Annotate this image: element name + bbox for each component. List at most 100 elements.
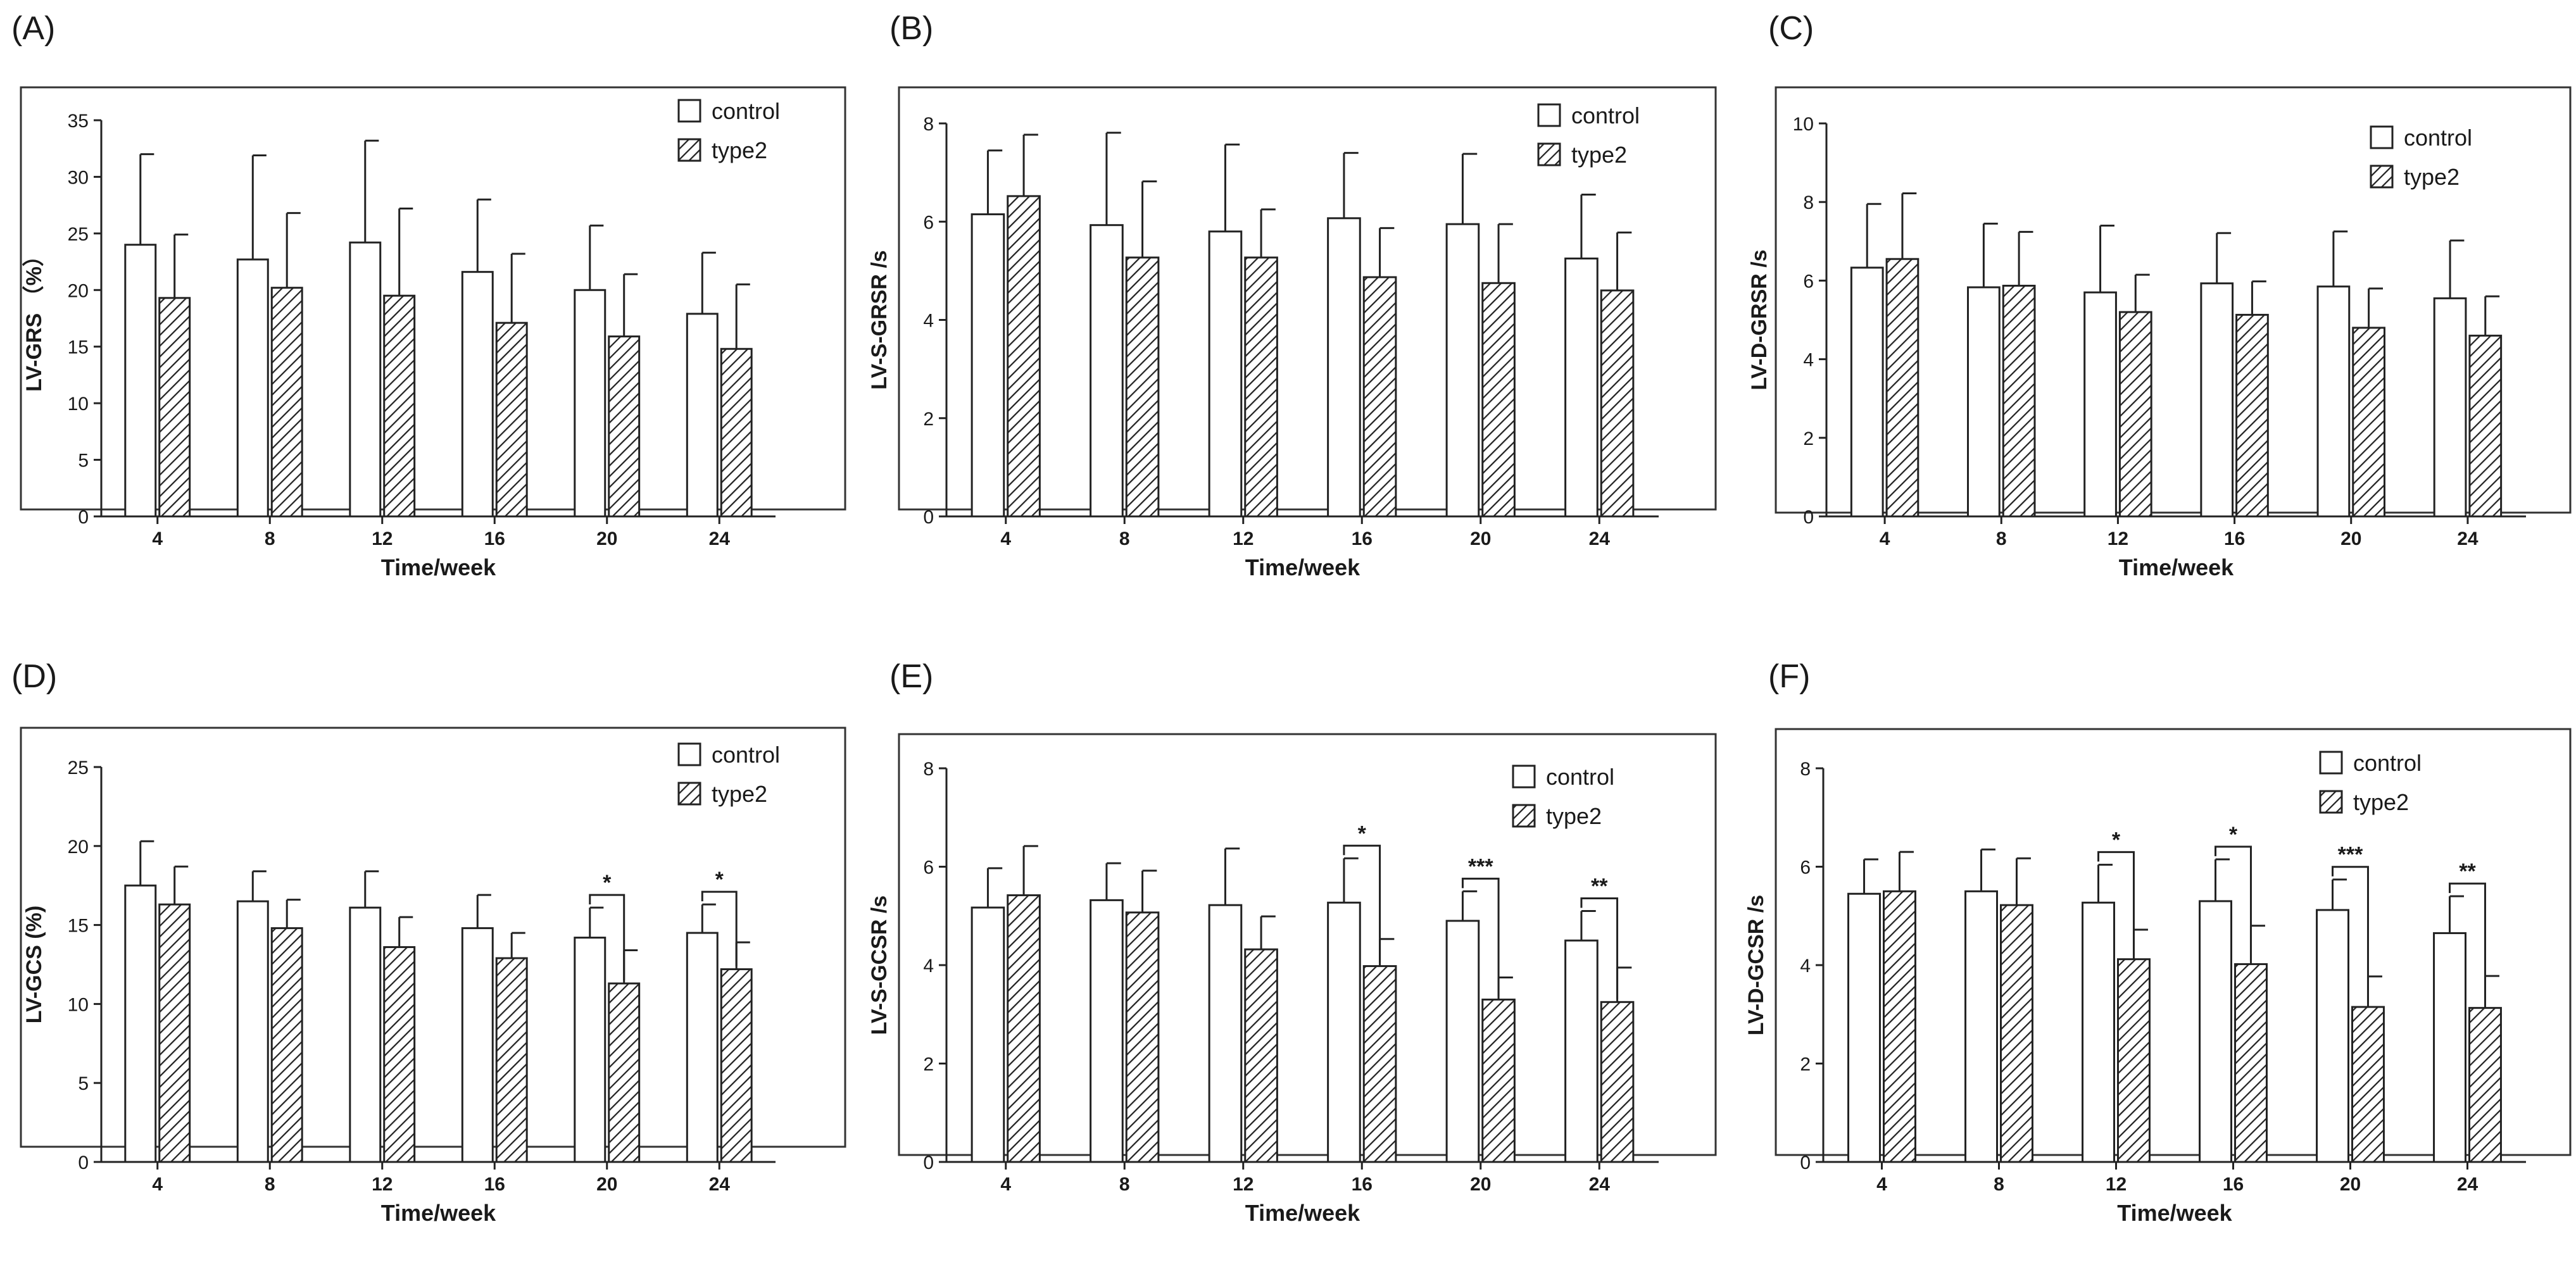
- legend-swatch: [1512, 804, 1536, 828]
- y-tick-label: 4: [1803, 350, 1814, 371]
- type2-bar: [158, 903, 191, 1163]
- type2-bar: [2234, 963, 2268, 1163]
- x-tick-label: 16: [484, 528, 505, 549]
- type2-bar: [495, 321, 528, 518]
- control-bar: [2433, 297, 2467, 518]
- y-axis-label: LV-GRS （%）: [22, 245, 46, 392]
- y-tick-label: 6: [1800, 858, 1811, 878]
- panel-frame: [898, 86, 1717, 511]
- x-axis-label: Time/week: [381, 554, 496, 580]
- y-tick-label: 35: [68, 111, 89, 132]
- type2-bar: [2351, 1006, 2385, 1163]
- significance-label: *: [715, 868, 724, 892]
- control-bar: [2199, 900, 2233, 1163]
- y-tick-label: 2: [923, 1054, 934, 1075]
- y-tick-label: 0: [78, 1152, 89, 1173]
- control-bar: [1564, 939, 1599, 1163]
- type2-bar: [1007, 894, 1041, 1163]
- y-tick-label: 4: [1800, 956, 1811, 977]
- y-axis-label: LV-D-GCSR /s: [1744, 895, 1768, 1035]
- y-tick-label: 15: [68, 337, 89, 358]
- control-bar: [2433, 932, 2467, 1163]
- x-axis-label: Time/week: [1245, 1200, 1360, 1226]
- y-tick-label: 15: [68, 916, 89, 937]
- legend-label: type2: [2353, 789, 2409, 815]
- chart-panel: (A) 0 5 10 15 20 25 30 35 LV-GRS （%） Time/week 4 8 12…: [11, 10, 846, 580]
- x-tick-label: 4: [1876, 1174, 1887, 1195]
- panel-label: (F): [1768, 658, 1810, 695]
- panel-label: (B): [889, 10, 933, 47]
- x-tick-label: 4: [1000, 1174, 1011, 1195]
- y-tick-label: 0: [923, 1152, 934, 1173]
- type2-bar: [2117, 958, 2151, 1163]
- x-tick-label: 24: [709, 1174, 731, 1195]
- control-bar: [686, 932, 719, 1163]
- x-tick-label: 12: [372, 1174, 393, 1195]
- x-tick-label: 4: [1000, 528, 1011, 549]
- legend-swatch: [677, 138, 701, 162]
- control-bar: [1964, 890, 1999, 1163]
- type2-bar: [1600, 289, 1635, 518]
- control-bar: [461, 927, 494, 1163]
- x-tick-label: 8: [1119, 1174, 1130, 1195]
- control-bar: [574, 937, 606, 1163]
- panel-label: (A): [11, 10, 55, 47]
- control-bar: [124, 884, 157, 1163]
- y-tick-label: 2: [1800, 1054, 1811, 1075]
- type2-bar: [608, 982, 641, 1163]
- legend-swatch: [677, 782, 701, 806]
- type2-bar: [608, 335, 641, 518]
- type2-bar: [2118, 311, 2152, 518]
- x-tick-label: 8: [1996, 528, 2007, 549]
- control-bar: [1090, 899, 1124, 1163]
- type2-bar: [1007, 195, 1041, 518]
- type2-bar: [158, 297, 191, 518]
- significance-label: **: [1591, 874, 1608, 898]
- significance-bracket: [1580, 897, 1619, 999]
- control-bar: [686, 313, 719, 518]
- legend-label: control: [2404, 125, 2472, 151]
- legend-label: type2: [712, 781, 767, 807]
- x-tick-label: 20: [596, 1174, 617, 1195]
- y-tick-label: 0: [1803, 507, 1814, 528]
- control-bar: [2316, 909, 2350, 1163]
- y-tick-label: 10: [68, 394, 89, 415]
- control-bar: [1208, 230, 1243, 518]
- legend-swatch: [1537, 142, 1561, 166]
- panel-frame: [898, 733, 1717, 1156]
- y-tick-label: 30: [68, 167, 89, 188]
- significance-bracket: [1461, 877, 1500, 997]
- legend-label: type2: [1546, 803, 1602, 829]
- type2-bar: [270, 287, 303, 518]
- x-tick-label: 12: [2106, 1174, 2127, 1195]
- y-tick-label: 6: [1803, 271, 1814, 292]
- significance-bracket: [2215, 846, 2252, 961]
- type2-bar: [383, 294, 416, 518]
- x-tick-label: 4: [152, 528, 163, 549]
- control-bar: [1847, 892, 1882, 1163]
- y-tick-label: 5: [78, 451, 89, 471]
- y-tick-label: 25: [68, 224, 89, 245]
- significance-label: ***: [2338, 843, 2363, 867]
- significance-bracket: [589, 894, 625, 980]
- type2-bar: [2352, 327, 2385, 518]
- type2-bar: [1481, 998, 1516, 1163]
- x-tick-label: 12: [1233, 528, 1253, 549]
- significance-label: *: [2229, 823, 2238, 847]
- type2-bar: [1244, 948, 1278, 1163]
- control-bar: [349, 906, 382, 1163]
- y-tick-label: 4: [923, 956, 934, 977]
- x-tick-label: 20: [1470, 1174, 1491, 1195]
- control-bar: [1564, 257, 1599, 518]
- y-tick-label: 8: [923, 114, 934, 135]
- type2-bar: [1883, 890, 1916, 1163]
- significance-label: ***: [1468, 854, 1493, 878]
- type2-bar: [270, 927, 303, 1163]
- y-axis-label: LV-S-GCSR /s: [867, 896, 891, 1035]
- legend-label: control: [2353, 750, 2422, 776]
- x-axis-label: Time/week: [2119, 554, 2234, 580]
- control-bar: [461, 271, 494, 518]
- y-tick-label: 8: [1803, 192, 1814, 213]
